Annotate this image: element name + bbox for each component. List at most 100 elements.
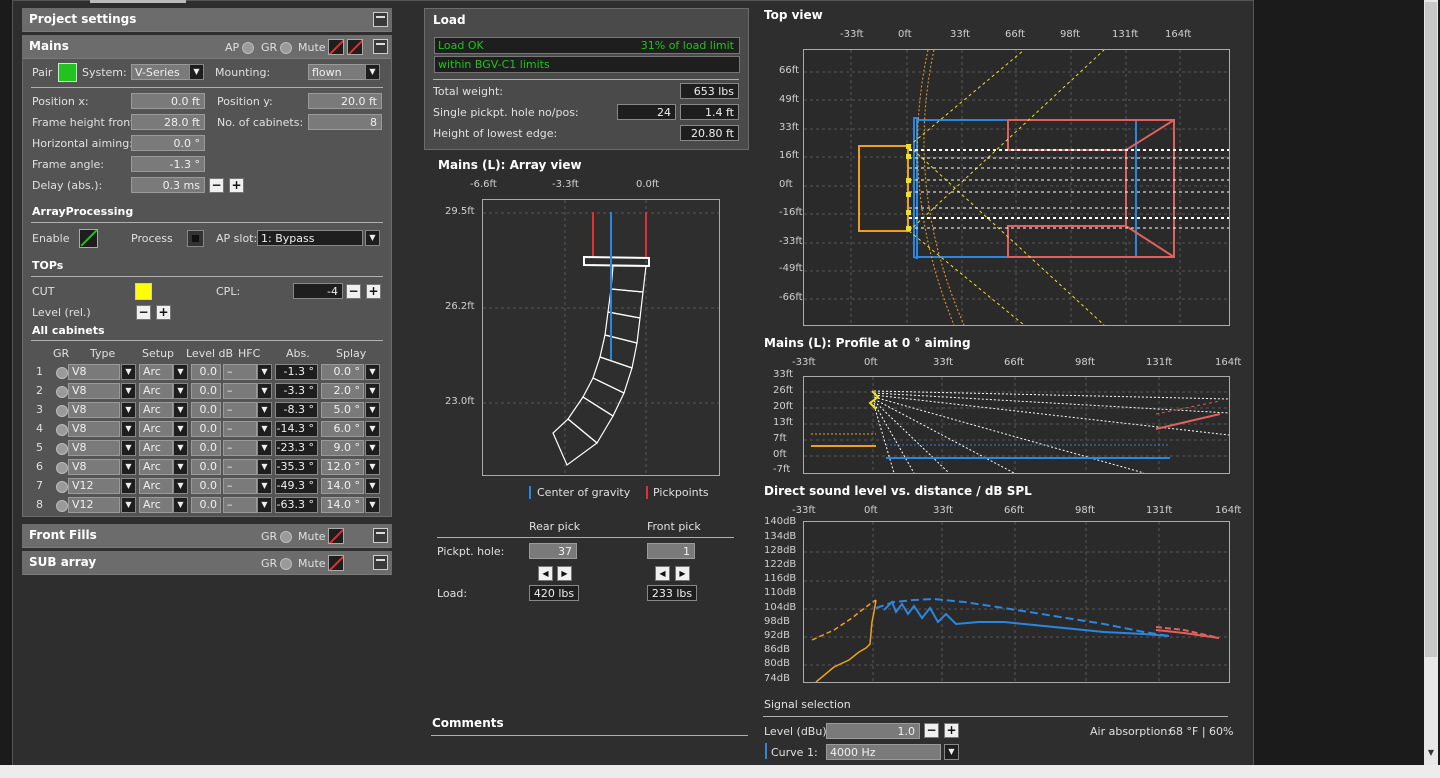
setup-dropdown-icon[interactable]: ▼: [173, 440, 188, 456]
cpl-plus-button[interactable]: +: [366, 284, 381, 299]
rear-next-button[interactable]: ▶: [557, 566, 572, 581]
level-cell[interactable]: 0.0: [191, 402, 221, 418]
level-dbu-minus-button[interactable]: −: [924, 723, 939, 738]
level-cell[interactable]: 0.0: [191, 364, 221, 380]
vertical-scrollbar[interactable]: ▼: [1424, 0, 1438, 765]
mounting-dropdown-icon[interactable]: ▼: [365, 64, 380, 80]
type-cell[interactable]: V8: [68, 402, 120, 418]
gr-radio[interactable]: [56, 481, 68, 493]
level-cell[interactable]: 0.0: [191, 478, 221, 494]
level-cell[interactable]: 0.0: [191, 383, 221, 399]
hfc-cell[interactable]: –: [223, 440, 257, 456]
gr-radio[interactable]: [56, 462, 68, 474]
frame-height-field[interactable]: 28.0 ft: [131, 114, 205, 130]
hfc-cell[interactable]: –: [223, 459, 257, 475]
type-dropdown-icon[interactable]: ▼: [121, 383, 136, 399]
front-fills-mute-toggle[interactable]: [328, 528, 344, 544]
system-select[interactable]: V-Series: [131, 64, 191, 80]
setup-cell[interactable]: Arc: [139, 421, 173, 437]
splay-cell[interactable]: 14.0 °: [321, 478, 364, 494]
type-dropdown-icon[interactable]: ▼: [121, 459, 136, 475]
type-dropdown-icon[interactable]: ▼: [121, 421, 136, 437]
type-cell[interactable]: V8: [68, 459, 120, 475]
level-dbu-plus-button[interactable]: +: [944, 723, 959, 738]
hfc-dropdown-icon[interactable]: ▼: [257, 459, 272, 475]
mounting-select[interactable]: flown: [308, 64, 366, 80]
position-y-field[interactable]: 20.0 ft: [308, 93, 382, 109]
type-dropdown-icon[interactable]: ▼: [121, 364, 136, 380]
front-next-button[interactable]: ▶: [675, 566, 690, 581]
type-dropdown-icon[interactable]: ▼: [121, 402, 136, 418]
splay-dropdown-icon[interactable]: ▼: [365, 421, 380, 437]
gr-radio[interactable]: [56, 424, 68, 436]
rear-hole-field[interactable]: 37: [529, 543, 577, 559]
type-cell[interactable]: V8: [68, 421, 120, 437]
process-checkbox[interactable]: [187, 230, 204, 247]
type-cell[interactable]: V12: [68, 478, 120, 494]
type-dropdown-icon[interactable]: ▼: [121, 497, 136, 513]
type-cell[interactable]: V8: [68, 364, 120, 380]
rear-prev-button[interactable]: ◀: [538, 566, 553, 581]
splay-cell[interactable]: 6.0 °: [321, 421, 364, 437]
splay-cell[interactable]: 9.0 °: [321, 440, 364, 456]
gr-radio[interactable]: [56, 367, 68, 379]
sub-gr-radio[interactable]: [280, 558, 292, 570]
frame-angle-field[interactable]: -1.3 °: [131, 156, 205, 172]
type-cell[interactable]: V12: [68, 497, 120, 513]
hfc-cell[interactable]: –: [223, 497, 257, 513]
gr-radio[interactable]: [56, 386, 68, 398]
hfc-cell[interactable]: –: [223, 478, 257, 494]
scrollbar-thumb[interactable]: [1425, 2, 1437, 657]
hfc-dropdown-icon[interactable]: ▼: [257, 497, 272, 513]
mute-toggle-2[interactable]: [347, 39, 363, 55]
ap-slot-select[interactable]: 1: Bypass: [257, 230, 363, 246]
type-cell[interactable]: V8: [68, 383, 120, 399]
setup-dropdown-icon[interactable]: ▼: [173, 364, 188, 380]
splay-dropdown-icon[interactable]: ▼: [365, 383, 380, 399]
hfc-dropdown-icon[interactable]: ▼: [257, 383, 272, 399]
delay-plus-button[interactable]: +: [229, 178, 244, 193]
setup-cell[interactable]: Arc: [139, 459, 173, 475]
gr-radio[interactable]: [56, 405, 68, 417]
hfc-cell[interactable]: –: [223, 421, 257, 437]
level-cell[interactable]: 0.0: [191, 459, 221, 475]
gr-radio[interactable]: [56, 500, 68, 512]
expand-icon[interactable]: [373, 528, 388, 543]
sub-mute-toggle[interactable]: [328, 555, 344, 571]
hfc-dropdown-icon[interactable]: ▼: [257, 402, 272, 418]
cpl-field[interactable]: -4: [293, 283, 343, 299]
cpl-minus-button[interactable]: −: [346, 284, 361, 299]
no-cabinets-field[interactable]: 8: [308, 114, 382, 130]
curve-dropdown-icon[interactable]: ▼: [944, 744, 959, 760]
splay-dropdown-icon[interactable]: ▼: [365, 497, 380, 513]
splay-dropdown-icon[interactable]: ▼: [365, 478, 380, 494]
setup-dropdown-icon[interactable]: ▼: [173, 459, 188, 475]
splay-dropdown-icon[interactable]: ▼: [365, 440, 380, 456]
front-fills-gr-radio[interactable]: [280, 531, 292, 543]
ap-slot-dropdown-icon[interactable]: ▼: [365, 230, 380, 246]
setup-dropdown-icon[interactable]: ▼: [173, 478, 188, 494]
front-prev-button[interactable]: ◀: [655, 566, 670, 581]
setup-cell[interactable]: Arc: [139, 364, 173, 380]
level-cell[interactable]: 0.0: [191, 497, 221, 513]
type-dropdown-icon[interactable]: ▼: [121, 440, 136, 456]
cut-toggle[interactable]: [135, 283, 152, 300]
front-hole-field[interactable]: 1: [647, 543, 695, 559]
hfc-dropdown-icon[interactable]: ▼: [257, 478, 272, 494]
splay-cell[interactable]: 12.0 °: [321, 459, 364, 475]
level-dbu-field[interactable]: 1.0: [826, 723, 920, 739]
splay-cell[interactable]: 0.0 °: [321, 364, 364, 380]
setup-dropdown-icon[interactable]: ▼: [173, 421, 188, 437]
top-tab[interactable]: [90, 0, 186, 3]
level-minus-button[interactable]: −: [136, 305, 151, 320]
splay-dropdown-icon[interactable]: ▼: [365, 402, 380, 418]
collapse-icon[interactable]: [373, 12, 388, 27]
splay-cell[interactable]: 2.0 °: [321, 383, 364, 399]
horizontal-aiming-field[interactable]: 0.0 °: [131, 135, 205, 151]
delay-field[interactable]: 0.3 ms: [131, 177, 205, 193]
setup-cell[interactable]: Arc: [139, 478, 173, 494]
type-dropdown-icon[interactable]: ▼: [121, 478, 136, 494]
hfc-cell[interactable]: –: [223, 402, 257, 418]
setup-cell[interactable]: Arc: [139, 440, 173, 456]
position-x-field[interactable]: 0.0 ft: [131, 93, 205, 109]
